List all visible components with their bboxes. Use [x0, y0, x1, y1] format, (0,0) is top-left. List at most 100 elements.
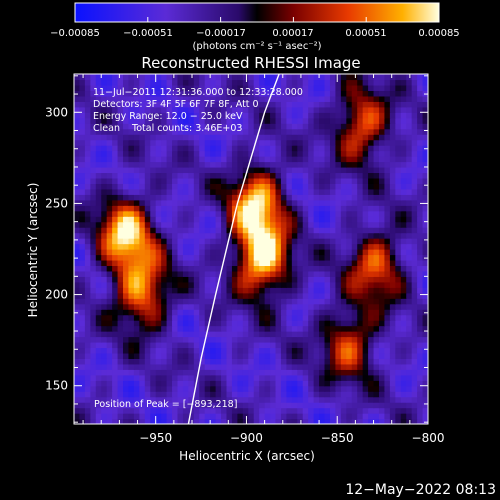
heatmap-cell — [291, 391, 298, 398]
heatmap-cell — [210, 106, 217, 113]
heatmap-cell — [406, 177, 413, 184]
heatmap-cell — [406, 352, 413, 359]
heatmap-cell — [101, 232, 108, 239]
heatmap-cell — [177, 194, 184, 201]
heatmap-cell — [237, 199, 244, 206]
heatmap-cell — [74, 199, 81, 206]
heatmap-cell — [182, 232, 189, 239]
heatmap-cell — [79, 238, 86, 245]
heatmap-cell — [373, 84, 380, 92]
heatmap-cell — [161, 232, 168, 239]
heatmap-cell — [275, 265, 282, 272]
heatmap-cell — [242, 413, 249, 420]
heatmap-cell — [373, 199, 380, 206]
heatmap-cell — [346, 194, 353, 201]
heatmap-cell — [242, 259, 249, 267]
heatmap-cell — [95, 391, 102, 398]
heatmap-cell — [161, 74, 168, 81]
heatmap-cell — [74, 265, 81, 272]
heatmap-cell — [270, 265, 277, 272]
heatmap-cell — [324, 369, 331, 376]
heatmap-cell — [123, 172, 130, 179]
heatmap-cell — [389, 95, 396, 102]
heatmap-cell — [193, 123, 200, 130]
heatmap-cell — [117, 418, 124, 424]
heatmap-cell — [346, 276, 353, 283]
heatmap-cell — [226, 161, 233, 168]
heatmap-cell — [417, 128, 424, 135]
heatmap-cell — [150, 270, 157, 277]
heatmap-cell — [193, 336, 200, 343]
heatmap-cell — [150, 402, 157, 409]
heatmap-cell — [329, 347, 337, 354]
heatmap-cell — [161, 281, 168, 288]
heatmap-cell — [313, 95, 320, 102]
heatmap-cell — [368, 254, 375, 261]
heatmap-cell — [182, 320, 189, 327]
heatmap-cell — [400, 117, 407, 124]
heatmap-cell — [117, 90, 124, 97]
heatmap-cell — [329, 287, 337, 294]
heatmap-cell — [221, 194, 228, 201]
heatmap-cell — [166, 385, 173, 392]
heatmap-cell — [199, 391, 206, 398]
heatmap-cell — [362, 259, 369, 267]
heatmap-cell — [95, 74, 102, 81]
heatmap-cell — [101, 391, 108, 398]
heatmap-cell — [101, 259, 108, 267]
heatmap-cell — [297, 199, 304, 206]
heatmap-cell — [291, 320, 298, 327]
heatmap-cell — [150, 145, 157, 152]
heatmap-cell — [362, 79, 369, 86]
heatmap-cell — [84, 418, 91, 424]
heatmap-cell — [378, 249, 386, 256]
heatmap-cell — [400, 106, 407, 113]
heatmap-cell — [221, 265, 228, 272]
heatmap-cell — [395, 101, 402, 108]
heatmap-cell — [411, 101, 418, 108]
heatmap-cell — [101, 156, 108, 163]
heatmap-cell — [112, 270, 119, 277]
heatmap-cell — [362, 210, 369, 217]
heatmap-cell — [188, 74, 195, 81]
heatmap-cell — [95, 341, 102, 349]
heatmap-cell — [291, 352, 298, 359]
heatmap-cell — [210, 205, 217, 212]
heatmap-cell — [182, 90, 189, 97]
heatmap-cell — [324, 374, 331, 381]
heatmap-cell — [188, 177, 195, 184]
heatmap-cell — [302, 385, 309, 392]
heatmap-cell — [253, 276, 260, 283]
heatmap-cell — [128, 134, 135, 141]
heatmap-cell — [340, 238, 347, 245]
heatmap-cell — [133, 298, 140, 305]
heatmap-cell — [237, 292, 244, 299]
heatmap-cell — [215, 287, 222, 294]
heatmap-cell — [297, 95, 304, 102]
heatmap-cell — [351, 238, 358, 245]
heatmap-cell — [204, 298, 211, 305]
heatmap-cell — [95, 385, 102, 392]
heatmap-cell — [329, 270, 337, 277]
heatmap-cell — [351, 243, 358, 250]
heatmap-cell — [335, 194, 342, 201]
heatmap-cell — [177, 145, 184, 152]
heatmap-cell — [275, 101, 282, 108]
heatmap-cell — [204, 79, 211, 86]
heatmap-cell — [335, 369, 342, 376]
timestamp: 12−May−2022 08:13 — [345, 482, 496, 498]
heatmap-cell — [411, 106, 418, 113]
heatmap-cell — [400, 358, 407, 365]
heatmap-cell — [79, 391, 86, 398]
heatmap-cell — [389, 325, 396, 332]
heatmap-cell — [144, 336, 151, 343]
heatmap-cell — [112, 139, 119, 146]
heatmap-cell — [297, 259, 304, 267]
heatmap-cell — [411, 232, 418, 239]
heatmap-cell — [123, 243, 130, 250]
heatmap-cell — [144, 374, 151, 381]
heatmap-cell — [84, 352, 91, 359]
heatmap-cell — [329, 150, 337, 157]
heatmap-cell — [373, 188, 380, 195]
heatmap-cell — [302, 243, 309, 250]
